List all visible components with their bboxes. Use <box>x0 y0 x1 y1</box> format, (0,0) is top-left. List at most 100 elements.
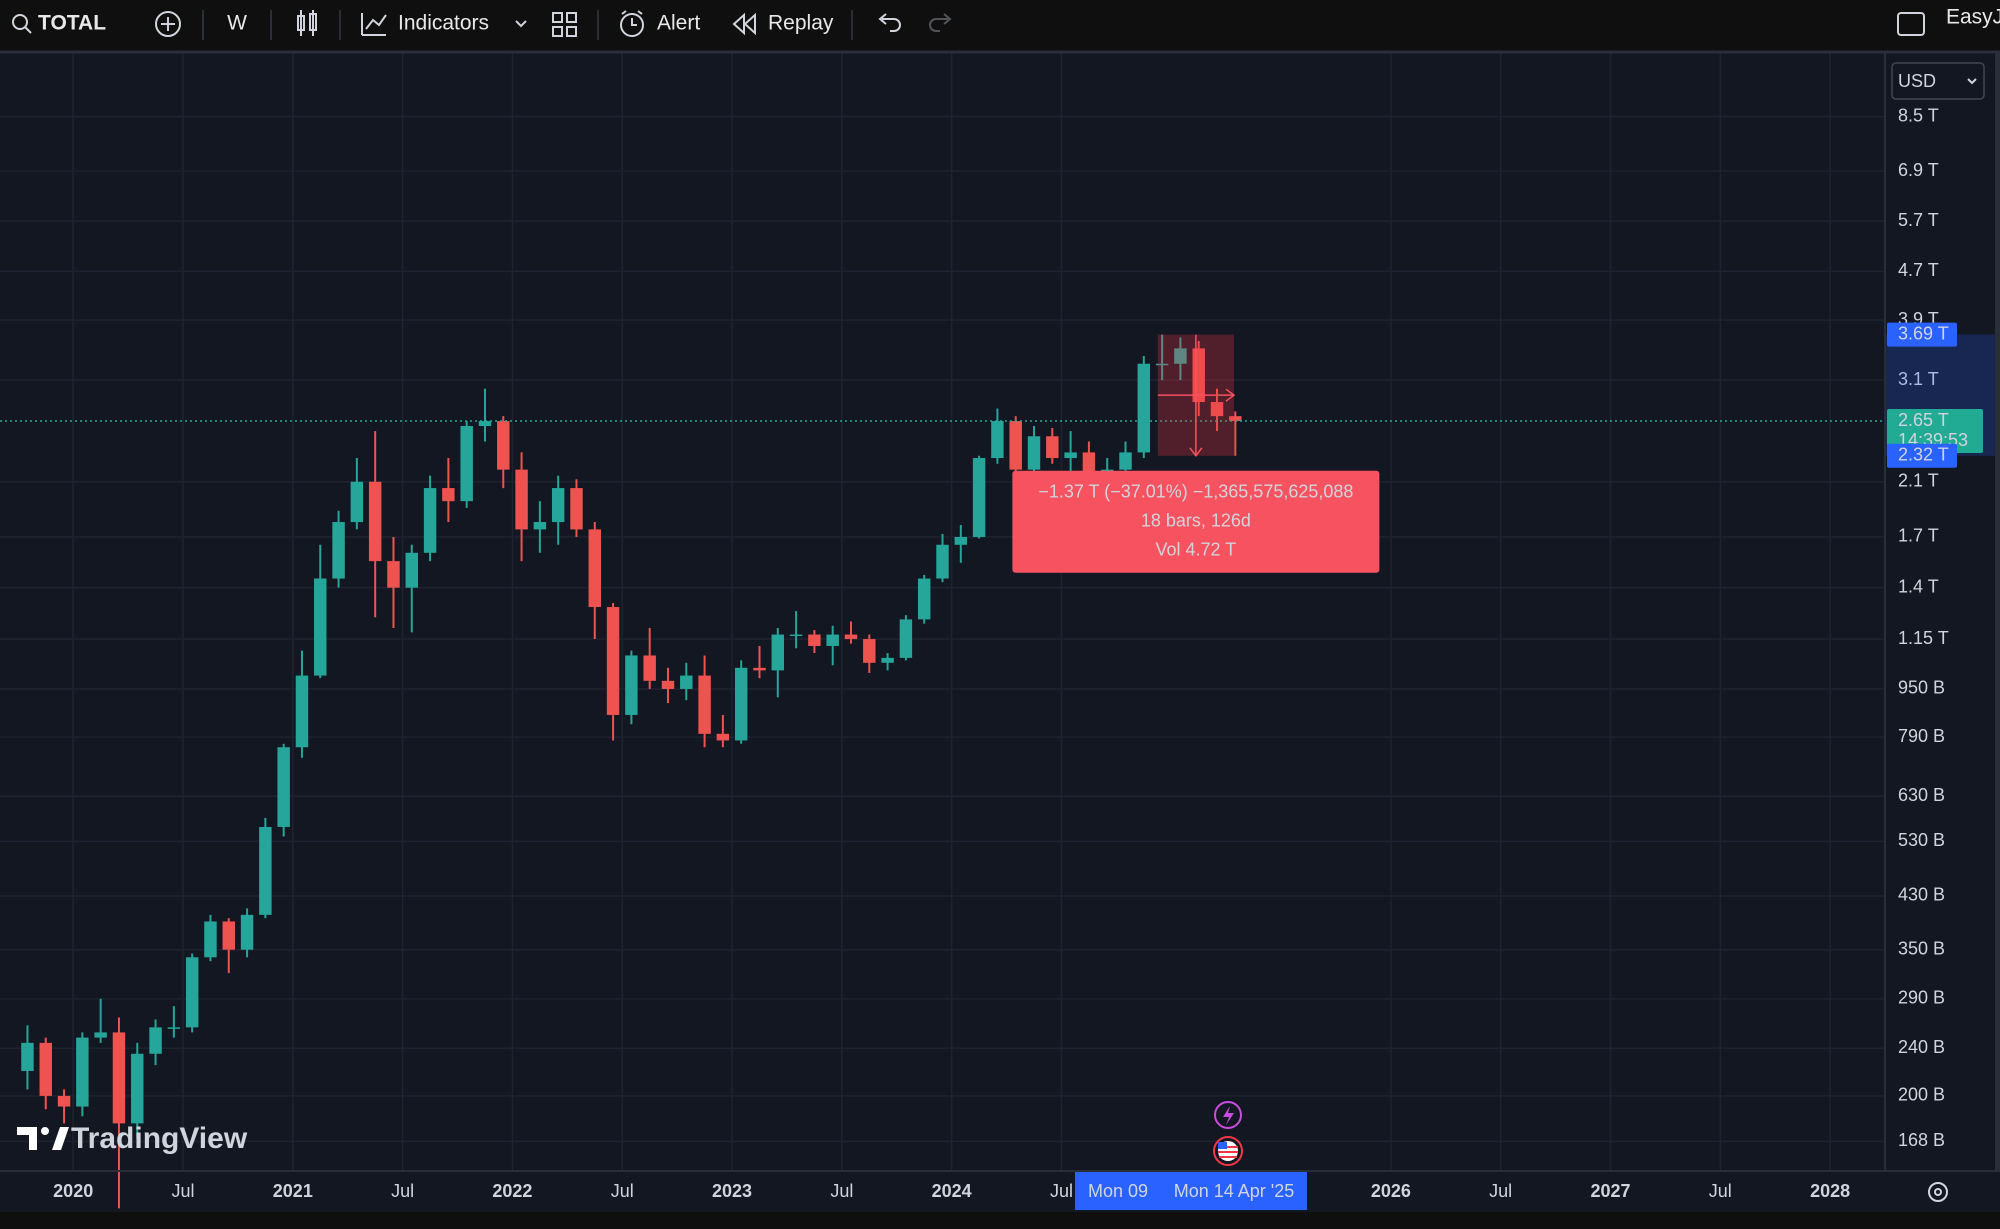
candle-body <box>515 469 528 530</box>
symbol[interactable]: TOTAL <box>38 12 106 35</box>
candle-body <box>350 481 364 523</box>
candle-body <box>1064 452 1077 459</box>
candle-body <box>222 921 235 950</box>
candle-body <box>899 619 913 658</box>
candle-body <box>368 481 382 562</box>
y-tick-label: 2.1 T <box>1898 471 1939 491</box>
y-tick-label: 530 B <box>1898 830 1945 850</box>
y-tick-label: 240 B <box>1898 1037 1945 1057</box>
alert-button[interactable]: Alert <box>620 10 700 37</box>
x-tick-label: 2028 <box>1810 1181 1850 1201</box>
candle-body <box>332 522 345 579</box>
indicators[interactable]: Indicators <box>398 12 489 35</box>
axis-settings[interactable] <box>1928 1182 1948 1202</box>
measure-arrows <box>1157 334 1236 458</box>
candle-body <box>917 578 931 620</box>
alert[interactable]: Alert <box>657 12 700 35</box>
x-tick-label: Jul <box>1709 1181 1732 1201</box>
candle-body <box>954 536 968 545</box>
y-tick-label: 790 B <box>1898 726 1945 746</box>
candle-body <box>112 1032 126 1124</box>
replay[interactable]: Replay <box>768 12 834 35</box>
candle-body <box>1137 363 1151 453</box>
indicators-button[interactable]: Indicators <box>361 12 527 36</box>
candle-body <box>460 426 473 502</box>
x-tick-label: 2027 <box>1590 1181 1630 1201</box>
user-name[interactable]: EasyJ <box>1946 6 2000 29</box>
replay-button[interactable]: Replay <box>732 12 834 36</box>
candle-body <box>94 1032 107 1038</box>
candle-body <box>478 421 492 427</box>
x-tick-label: Jul <box>830 1181 853 1201</box>
event-icons[interactable] <box>1213 1101 1243 1166</box>
x-tick-label: 2023 <box>712 1181 752 1201</box>
candle-body <box>1174 348 1187 364</box>
candle-body <box>204 921 217 958</box>
candle-body <box>76 1037 89 1107</box>
add-symbol[interactable] <box>155 11 181 37</box>
currency[interactable]: USD <box>1898 71 1936 91</box>
candle-body <box>881 657 894 663</box>
candle-body <box>39 1042 52 1096</box>
price-label: 2.32 T <box>1898 445 1949 465</box>
candle-body <box>295 675 309 748</box>
candle-body <box>771 634 785 671</box>
y-tick-label: 200 B <box>1898 1085 1945 1105</box>
candle-body <box>625 655 638 715</box>
x-tick-label: Jul <box>611 1181 634 1201</box>
redo[interactable] <box>929 13 952 32</box>
candle-body <box>1119 452 1132 470</box>
price-label: 2.65 T <box>1898 410 1949 430</box>
overlay: 8.5 T6.9 T5.7 T4.7 T3.9 T3.1 T2.1 T1.7 T… <box>53 105 1995 1210</box>
currency-select[interactable]: USD <box>1891 62 1985 100</box>
time-label-to: Mon 14 Apr '25 <box>1174 1181 1295 1201</box>
plot-area <box>0 53 1885 1209</box>
tradingview-logo: TradingView <box>17 1122 248 1155</box>
candle-body <box>1027 436 1041 470</box>
y-tick-label: 1.15 T <box>1898 628 1949 648</box>
candle-body <box>1155 363 1169 366</box>
fullscreen[interactable] <box>1897 12 1925 36</box>
x-tick-label: 2024 <box>932 1181 972 1201</box>
price-label-box <box>1887 409 1983 454</box>
candle-body <box>1210 402 1224 417</box>
candle-body <box>734 667 748 741</box>
x-tick-label: 2021 <box>273 1181 313 1201</box>
symbol-search[interactable]: TOTAL <box>12 12 106 35</box>
layouts[interactable] <box>552 12 577 37</box>
candle-body <box>789 634 803 637</box>
candle-body <box>1229 416 1242 422</box>
candle-body <box>442 488 455 502</box>
interval[interactable]: W <box>227 12 247 35</box>
candle-body <box>643 655 656 681</box>
candle-body <box>844 634 858 640</box>
candle-body <box>57 1095 71 1107</box>
y-tick-label: 8.5 T <box>1898 105 1939 125</box>
candle-body <box>387 561 400 588</box>
undo[interactable] <box>878 13 901 32</box>
candle-body <box>423 488 437 553</box>
candle-body <box>259 826 272 915</box>
candle-body <box>698 675 711 734</box>
candle-body <box>661 680 675 689</box>
logo-text: TradingView <box>71 1122 248 1155</box>
candle-body <box>1046 436 1059 459</box>
candle-body <box>21 1042 34 1071</box>
candle-body <box>936 544 949 579</box>
y-tick-label: 290 B <box>1898 988 1945 1008</box>
toolbar <box>0 0 2000 51</box>
candle-body <box>606 607 620 715</box>
candle-body <box>680 675 693 689</box>
x-tick-label: 2022 <box>492 1181 532 1201</box>
x-tick-label: Jul <box>1050 1181 1073 1201</box>
candle-body <box>863 639 876 663</box>
candle-body <box>240 914 254 950</box>
x-tick-label: 2020 <box>53 1181 93 1201</box>
y-tick-label: 950 B <box>1898 678 1945 698</box>
y-tick-label: 4.7 T <box>1898 260 1939 280</box>
chart-type[interactable] <box>297 10 317 36</box>
price-label: 3.69 T <box>1898 323 1949 343</box>
measure-text: −1.37 T (−37.01%) −1,365,575,625,088 <box>1038 482 1353 502</box>
candle-body <box>405 552 418 588</box>
